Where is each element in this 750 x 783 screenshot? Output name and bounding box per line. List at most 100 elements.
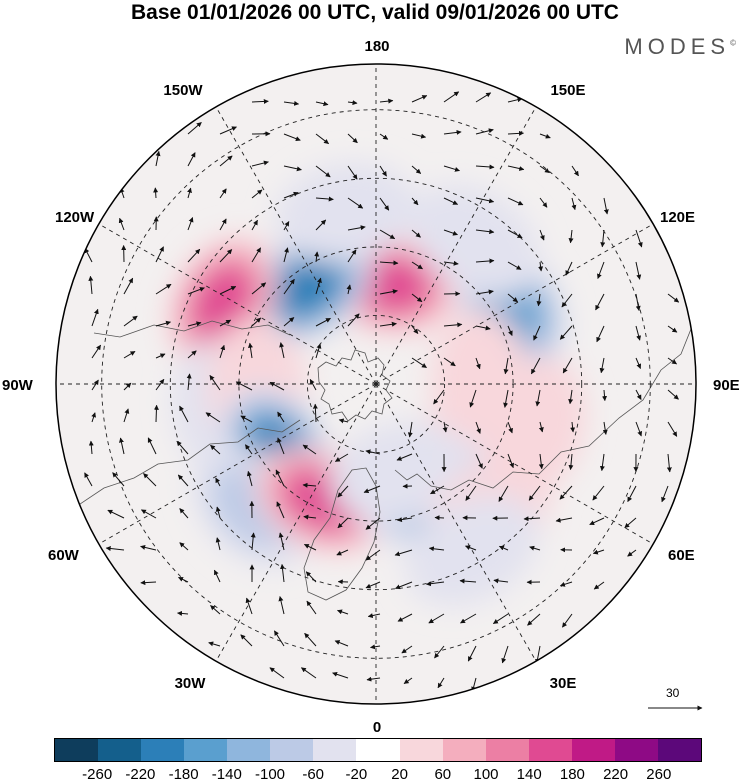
- wind-arrow: [503, 357, 509, 375]
- wind-arrow: [302, 482, 317, 488]
- wind-arrow: [507, 293, 518, 303]
- wind-arrow: [411, 325, 419, 334]
- wind-arrow: [529, 545, 541, 551]
- wind-arrow: [210, 605, 221, 615]
- wind-arrow: [337, 485, 349, 498]
- wind-arrow: [465, 485, 477, 501]
- wind-arrow: [186, 373, 192, 391]
- wind-arrow: [107, 509, 125, 519]
- wind-arrow: [592, 549, 605, 555]
- wind-arrow: [559, 485, 573, 500]
- wind-arrow: [443, 229, 458, 236]
- wind-arrow: [599, 357, 605, 374]
- wind-arrow: [667, 325, 678, 333]
- wind-arrow: [153, 187, 159, 199]
- wind-arrow: [538, 453, 544, 470]
- wind-arrow: [624, 517, 637, 529]
- wind-arrow: [363, 485, 381, 494]
- wind-arrow: [555, 517, 573, 523]
- wind-arrow: [315, 317, 331, 327]
- wind-arrow: [177, 474, 189, 487]
- wind-arrow: [219, 126, 237, 135]
- colorbar-bin: [399, 739, 443, 761]
- wind-arrow: [370, 644, 381, 650]
- wind-arrow: [635, 421, 643, 437]
- wind-arrow: [469, 389, 477, 408]
- wind-arrow: [219, 155, 233, 167]
- wind-arrow: [527, 613, 541, 626]
- wind-arrow: [219, 249, 233, 263]
- wind-arrow: [88, 440, 94, 455]
- wind-arrow: [303, 543, 317, 551]
- colorbar: [54, 738, 702, 762]
- wind-arrow: [475, 453, 483, 469]
- wind-arrow: [475, 357, 481, 370]
- wind-arrow: [105, 546, 125, 551]
- wind-arrow: [428, 613, 445, 624]
- wind-arrow: [251, 189, 263, 199]
- colorbar-tick-label: 220: [603, 766, 629, 783]
- lon-label-90w: 90W: [2, 377, 34, 394]
- wind-arrow: [177, 610, 189, 616]
- wind-arrow: [379, 260, 399, 266]
- wind-arrow: [443, 165, 460, 172]
- colorbar-tick-label: -140: [211, 766, 242, 783]
- colorbar-bin: [98, 739, 142, 761]
- wind-arrow: [315, 277, 322, 295]
- wind-arrow: [251, 219, 258, 231]
- wind-arrow: [475, 421, 481, 434]
- wind-arrow: [597, 261, 605, 279]
- wind-arrow: [155, 353, 166, 359]
- wind-arrow: [507, 197, 524, 206]
- wind-arrow: [428, 546, 445, 552]
- wind-arrow: [315, 343, 322, 359]
- wind-arrow: [536, 293, 542, 307]
- wind-arrow: [667, 421, 678, 437]
- lon-label-90e: 90E: [713, 377, 740, 394]
- wind-arrow: [304, 632, 317, 647]
- wind-arrow: [635, 389, 642, 400]
- wind-arrow: [493, 578, 509, 584]
- wind-arrow: [433, 389, 445, 405]
- wind-arrow: [334, 640, 349, 647]
- wind-arrow: [347, 133, 358, 144]
- wind-arrow: [283, 278, 295, 295]
- lon-label-30e: 30E: [550, 675, 577, 692]
- wind-arrow: [269, 381, 285, 391]
- wind-arrow: [627, 485, 637, 503]
- wind-arrow: [245, 597, 253, 615]
- wind-arrow: [559, 325, 573, 340]
- wind-arrow: [276, 501, 285, 519]
- wind-arrow: [507, 421, 513, 434]
- wind-arrow: [244, 444, 253, 455]
- wind-arrow: [273, 630, 285, 647]
- wind-arrow: [178, 576, 189, 583]
- anomaly-contour: [194, 267, 252, 338]
- colorbar-tick-label: -260: [82, 766, 113, 783]
- wind-arrow: [475, 128, 494, 135]
- colorbar-tick-label: 180: [559, 766, 585, 783]
- wind-arrow: [411, 261, 423, 270]
- wind-arrow: [635, 325, 642, 341]
- wind-arrow: [467, 645, 477, 662]
- wind-arrow: [235, 381, 253, 391]
- wind-arrow: [315, 219, 327, 231]
- wind-arrow: [215, 477, 221, 487]
- wind-arrow: [407, 421, 413, 438]
- wind-arrow: [240, 634, 253, 647]
- wind-arrow: [140, 544, 157, 551]
- wind-arrow: [501, 645, 509, 664]
- wind-arrow: [118, 217, 125, 231]
- wind-arrow: [538, 261, 544, 272]
- wind-arrow: [379, 321, 397, 327]
- wind-arrow: [140, 509, 157, 519]
- wind-arrow: [507, 261, 522, 270]
- wind-arrow: [88, 275, 94, 295]
- latitude-circle: [306, 314, 446, 454]
- wind-arrow: [539, 133, 551, 139]
- modes-logo: MODES©: [624, 34, 736, 60]
- wind-arrow: [367, 613, 381, 619]
- wind-arrow: [492, 613, 509, 625]
- wind-arrow: [562, 357, 573, 374]
- wind-arrow: [346, 284, 352, 295]
